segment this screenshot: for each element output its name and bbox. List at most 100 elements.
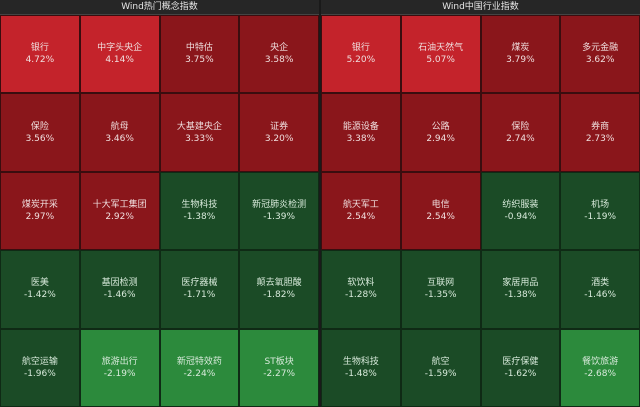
tile-value: -1.96%: [23, 368, 56, 379]
tile-value: -1.62%: [504, 368, 537, 379]
tile-name: 颠去氧胆酸: [256, 278, 302, 289]
tile-value: -1.46%: [584, 290, 617, 301]
tile[interactable]: 中特估 3.75%: [159, 15, 240, 94]
tile-name: 保险: [511, 121, 530, 132]
panel-title: Wind热门概念指数: [0, 0, 319, 15]
tile-value: 2.92%: [105, 211, 134, 222]
tile[interactable]: 银行 5.20%: [321, 15, 401, 94]
tile[interactable]: 颠去氧胆酸 -1.82%: [239, 250, 319, 329]
tile-name: ST板块: [264, 356, 294, 367]
tile-name: 多元金融: [582, 43, 619, 54]
tile-name: 旅游出行: [101, 356, 138, 367]
tile[interactable]: 航空 -1.59%: [400, 328, 481, 407]
tile-value: 2.97%: [25, 211, 55, 222]
tile-value: -1.71%: [183, 290, 216, 301]
tile-grid: 银行 5.20% 石油天然气 5.07% 煤炭 3.79% 多元金融 3.62% 能源设备 3.3…: [321, 15, 640, 407]
tile[interactable]: 证券 3.20%: [239, 93, 319, 172]
tile-name: 银行: [30, 43, 49, 54]
tile-value: 2.74%: [506, 133, 535, 144]
tile[interactable]: 酒类 -1.46%: [560, 250, 640, 329]
tile[interactable]: 医疗器械 -1.71%: [159, 250, 240, 329]
tile-name: 医疗保健: [502, 356, 539, 367]
tile-value: 3.58%: [264, 55, 294, 66]
tile-name: 电信: [431, 199, 450, 210]
tile[interactable]: 医美 -1.42%: [0, 250, 80, 329]
tile-value: 4.14%: [105, 55, 134, 66]
tile-value: -1.42%: [23, 290, 56, 301]
tile[interactable]: 大基建央企 3.33%: [159, 93, 240, 172]
tile-value: 3.38%: [346, 133, 376, 144]
tile-value: 2.73%: [585, 133, 615, 144]
tile[interactable]: 互联网 -1.35%: [400, 250, 481, 329]
tile-name: 公路: [431, 121, 450, 132]
tile[interactable]: 央企 3.58%: [239, 15, 319, 94]
tile-name: 大基建央企: [176, 121, 222, 132]
tile[interactable]: 煤炭开采 2.97%: [0, 171, 80, 251]
tile-name: 酒类: [591, 278, 610, 289]
tile[interactable]: 能源设备 3.38%: [321, 93, 401, 172]
tile[interactable]: 新冠肺炎检测 -1.39%: [239, 171, 319, 251]
tile-value: -1.35%: [424, 290, 457, 301]
tile-value: -1.59%: [424, 368, 457, 379]
tile-value: -1.46%: [103, 290, 136, 301]
tile-value: -1.19%: [584, 211, 617, 222]
tile[interactable]: 生物科技 -1.48%: [321, 328, 401, 407]
tile-value: -1.82%: [263, 290, 296, 301]
tile[interactable]: 基因检测 -1.46%: [79, 250, 160, 329]
tile-value: 2.94%: [426, 133, 455, 144]
tile[interactable]: 纺织服装 -0.94%: [480, 171, 561, 251]
tile-name: 航母: [110, 121, 129, 132]
tile[interactable]: 新冠特效药 -2.24%: [159, 328, 240, 407]
tile[interactable]: 机场 -1.19%: [560, 171, 640, 251]
tile-value: -2.27%: [263, 368, 296, 379]
tile-value: -2.24%: [183, 368, 216, 379]
tile-name: 煤炭: [511, 43, 530, 54]
tile[interactable]: 保险 3.56%: [0, 93, 80, 172]
tile-name: 新冠特效药: [176, 356, 222, 367]
tile[interactable]: 航天军工 2.54%: [321, 171, 401, 251]
panel: Wind中国行业指数 银行 5.20% 石油天然气 5.07% 煤炭 3.79% 多元金融 3.…: [321, 0, 640, 407]
tile-name: 纺织服装: [502, 199, 539, 210]
tile[interactable]: 餐饮旅游 -2.68%: [560, 328, 640, 407]
tile-value: -2.68%: [584, 368, 617, 379]
tile[interactable]: 保险 2.74%: [480, 93, 561, 172]
panel-title: Wind中国行业指数: [321, 0, 640, 15]
tile[interactable]: 航空运输 -1.96%: [0, 328, 80, 407]
tile[interactable]: 医疗保健 -1.62%: [480, 328, 561, 407]
tile[interactable]: 航母 3.46%: [79, 93, 160, 172]
tile[interactable]: 旅游出行 -2.19%: [79, 328, 160, 407]
tile-name: 生物科技: [342, 356, 379, 367]
tile-name: 十大军工集团: [92, 199, 147, 210]
tile[interactable]: 多元金融 3.62%: [560, 15, 640, 94]
tile-name: 基因检测: [101, 278, 138, 289]
tile[interactable]: 券商 2.73%: [560, 93, 640, 172]
tile-name: 新冠肺炎检测: [252, 199, 307, 210]
tile[interactable]: 石油天然气 5.07%: [400, 15, 481, 94]
tile[interactable]: 十大军工集团 2.92%: [79, 171, 160, 251]
tile-value: -1.28%: [344, 290, 377, 301]
tile-value: 4.72%: [25, 55, 55, 66]
tile-value: 3.62%: [585, 55, 615, 66]
tile-name: 航空: [431, 356, 450, 367]
tile-name: 航天军工: [342, 199, 379, 210]
tile[interactable]: ST板块 -2.27%: [239, 328, 319, 407]
tile-name: 银行: [351, 43, 370, 54]
tile-value: -2.19%: [103, 368, 136, 379]
tile-value: 3.56%: [25, 133, 55, 144]
tile-name: 航空运输: [21, 356, 58, 367]
tile[interactable]: 煤炭 3.79%: [480, 15, 561, 94]
tile-value: -0.94%: [504, 211, 537, 222]
tile[interactable]: 家居用品 -1.38%: [480, 250, 561, 329]
tile-name: 家居用品: [502, 278, 539, 289]
tile-grid: 银行 4.72% 中字头央企 4.14% 中特估 3.75% 央企 3.58% 保险 3.56% 航…: [0, 15, 319, 407]
tile-name: 煤炭开采: [21, 199, 58, 210]
tile[interactable]: 生物科技 -1.38%: [159, 171, 240, 251]
tile[interactable]: 公路 2.94%: [400, 93, 481, 172]
tile[interactable]: 银行 4.72%: [0, 15, 80, 94]
tile[interactable]: 软饮料 -1.28%: [321, 250, 401, 329]
tile[interactable]: 电信 2.54%: [400, 171, 481, 251]
tile-name: 能源设备: [342, 121, 379, 132]
tile[interactable]: 中字头央企 4.14%: [79, 15, 160, 94]
tile-name: 医疗器械: [181, 278, 218, 289]
